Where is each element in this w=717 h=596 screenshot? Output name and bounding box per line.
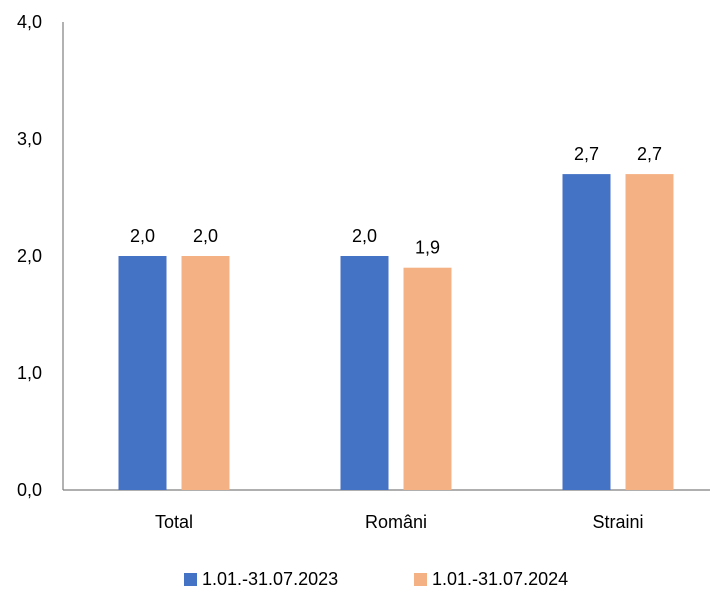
bar bbox=[340, 256, 389, 490]
legend-swatch bbox=[184, 573, 197, 586]
bar bbox=[403, 267, 452, 490]
data-label: 2,7 bbox=[574, 144, 599, 164]
x-category-label: Total bbox=[155, 512, 193, 532]
bar bbox=[562, 174, 611, 490]
data-label: 2,7 bbox=[637, 144, 662, 164]
data-label: 2,0 bbox=[352, 226, 377, 246]
x-axis: Total Români Straini bbox=[63, 489, 710, 532]
x-category-label: Români bbox=[365, 512, 427, 532]
bar bbox=[181, 256, 230, 490]
bar bbox=[118, 256, 167, 490]
bars bbox=[118, 174, 674, 490]
data-label: 2,0 bbox=[193, 226, 218, 246]
data-labels: 2,0 2,0 2,7 2,0 1,9 2,7 bbox=[130, 144, 662, 258]
y-tick-label: 1,0 bbox=[17, 363, 42, 383]
data-label: 2,0 bbox=[130, 226, 155, 246]
y-tick-label: 0,0 bbox=[17, 480, 42, 500]
data-label: 1,9 bbox=[415, 238, 440, 258]
legend-swatch bbox=[414, 573, 427, 586]
y-axis: 0,0 1,0 2,0 3,0 4,0 bbox=[17, 12, 64, 500]
y-tick-label: 4,0 bbox=[17, 12, 42, 32]
legend: 1.01.-31.07.2023 1.01.-31.07.2024 bbox=[184, 569, 568, 589]
x-category-label: Straini bbox=[592, 512, 643, 532]
y-tick-label: 2,0 bbox=[17, 246, 42, 266]
legend-label: 1.01.-31.07.2024 bbox=[432, 569, 568, 589]
bar bbox=[625, 174, 674, 490]
y-tick-label: 3,0 bbox=[17, 129, 42, 149]
legend-label: 1.01.-31.07.2023 bbox=[202, 569, 338, 589]
